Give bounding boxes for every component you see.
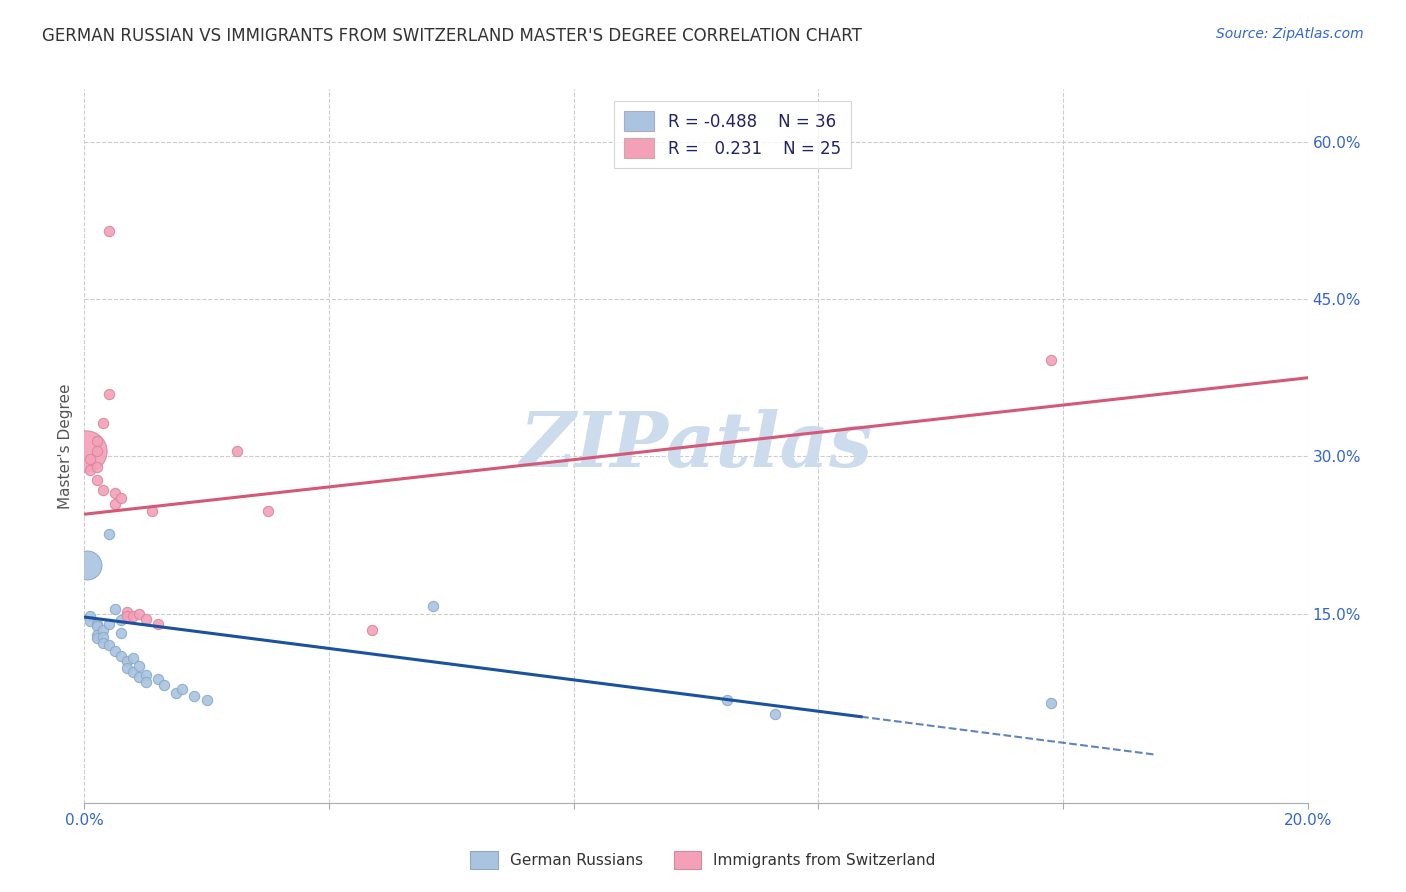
Text: ZIPatlas: ZIPatlas [519, 409, 873, 483]
Point [122, 609, 145, 624]
Point [104, 601, 127, 615]
Point [97, 617, 120, 632]
Legend: German Russians, Immigrants from Switzerland: German Russians, Immigrants from Switzer… [464, 845, 942, 875]
Point [146, 617, 169, 632]
Point [104, 643, 127, 657]
Point [97, 527, 120, 541]
Point [86, 460, 108, 475]
Point [128, 607, 150, 621]
Point [115, 654, 138, 668]
Text: Source: ZipAtlas.com: Source: ZipAtlas.com [1216, 27, 1364, 41]
Point [146, 672, 169, 686]
Point [115, 609, 138, 624]
Point [79, 614, 101, 628]
Point [110, 648, 132, 663]
Point [86, 631, 108, 645]
Y-axis label: Master's Degree: Master's Degree [58, 384, 73, 508]
Point [122, 665, 145, 679]
Point [226, 444, 249, 458]
Point [86, 628, 108, 642]
Point [86, 617, 108, 632]
Point [1039, 353, 1062, 368]
Point [97, 224, 120, 238]
Point [135, 612, 157, 626]
Point [360, 623, 382, 637]
Point [128, 670, 150, 684]
Point [86, 434, 108, 448]
Point [79, 463, 101, 477]
Point [86, 619, 108, 633]
Point [141, 504, 163, 518]
Point [765, 706, 787, 721]
Point [257, 504, 280, 518]
Point [91, 630, 114, 644]
Point [135, 675, 157, 690]
Point [104, 497, 127, 511]
Point [110, 613, 132, 627]
Point [165, 685, 187, 699]
Point [76, 558, 98, 572]
Point [79, 451, 101, 466]
Point [91, 636, 114, 650]
Point [195, 693, 218, 707]
Legend: R = -0.488    N = 36, R =   0.231    N = 25: R = -0.488 N = 36, R = 0.231 N = 25 [614, 101, 851, 169]
Point [716, 693, 738, 707]
Text: GERMAN RUSSIAN VS IMMIGRANTS FROM SWITZERLAND MASTER'S DEGREE CORRELATION CHART: GERMAN RUSSIAN VS IMMIGRANTS FROM SWITZE… [42, 27, 862, 45]
Point [183, 689, 205, 703]
Point [97, 639, 120, 653]
Point [86, 444, 108, 458]
Point [91, 483, 114, 497]
Point [97, 386, 120, 401]
Point [1039, 696, 1062, 710]
Point [75, 444, 97, 458]
Point [104, 486, 127, 500]
Point [422, 599, 444, 613]
Point [172, 682, 194, 697]
Point [86, 473, 108, 487]
Point [128, 659, 150, 673]
Point [115, 605, 138, 619]
Point [135, 667, 157, 681]
Point [115, 661, 138, 675]
Point [79, 609, 101, 624]
Point [91, 416, 114, 430]
Point [153, 678, 176, 692]
Point [122, 651, 145, 665]
Point [110, 491, 132, 506]
Point [110, 625, 132, 640]
Point [91, 623, 114, 637]
